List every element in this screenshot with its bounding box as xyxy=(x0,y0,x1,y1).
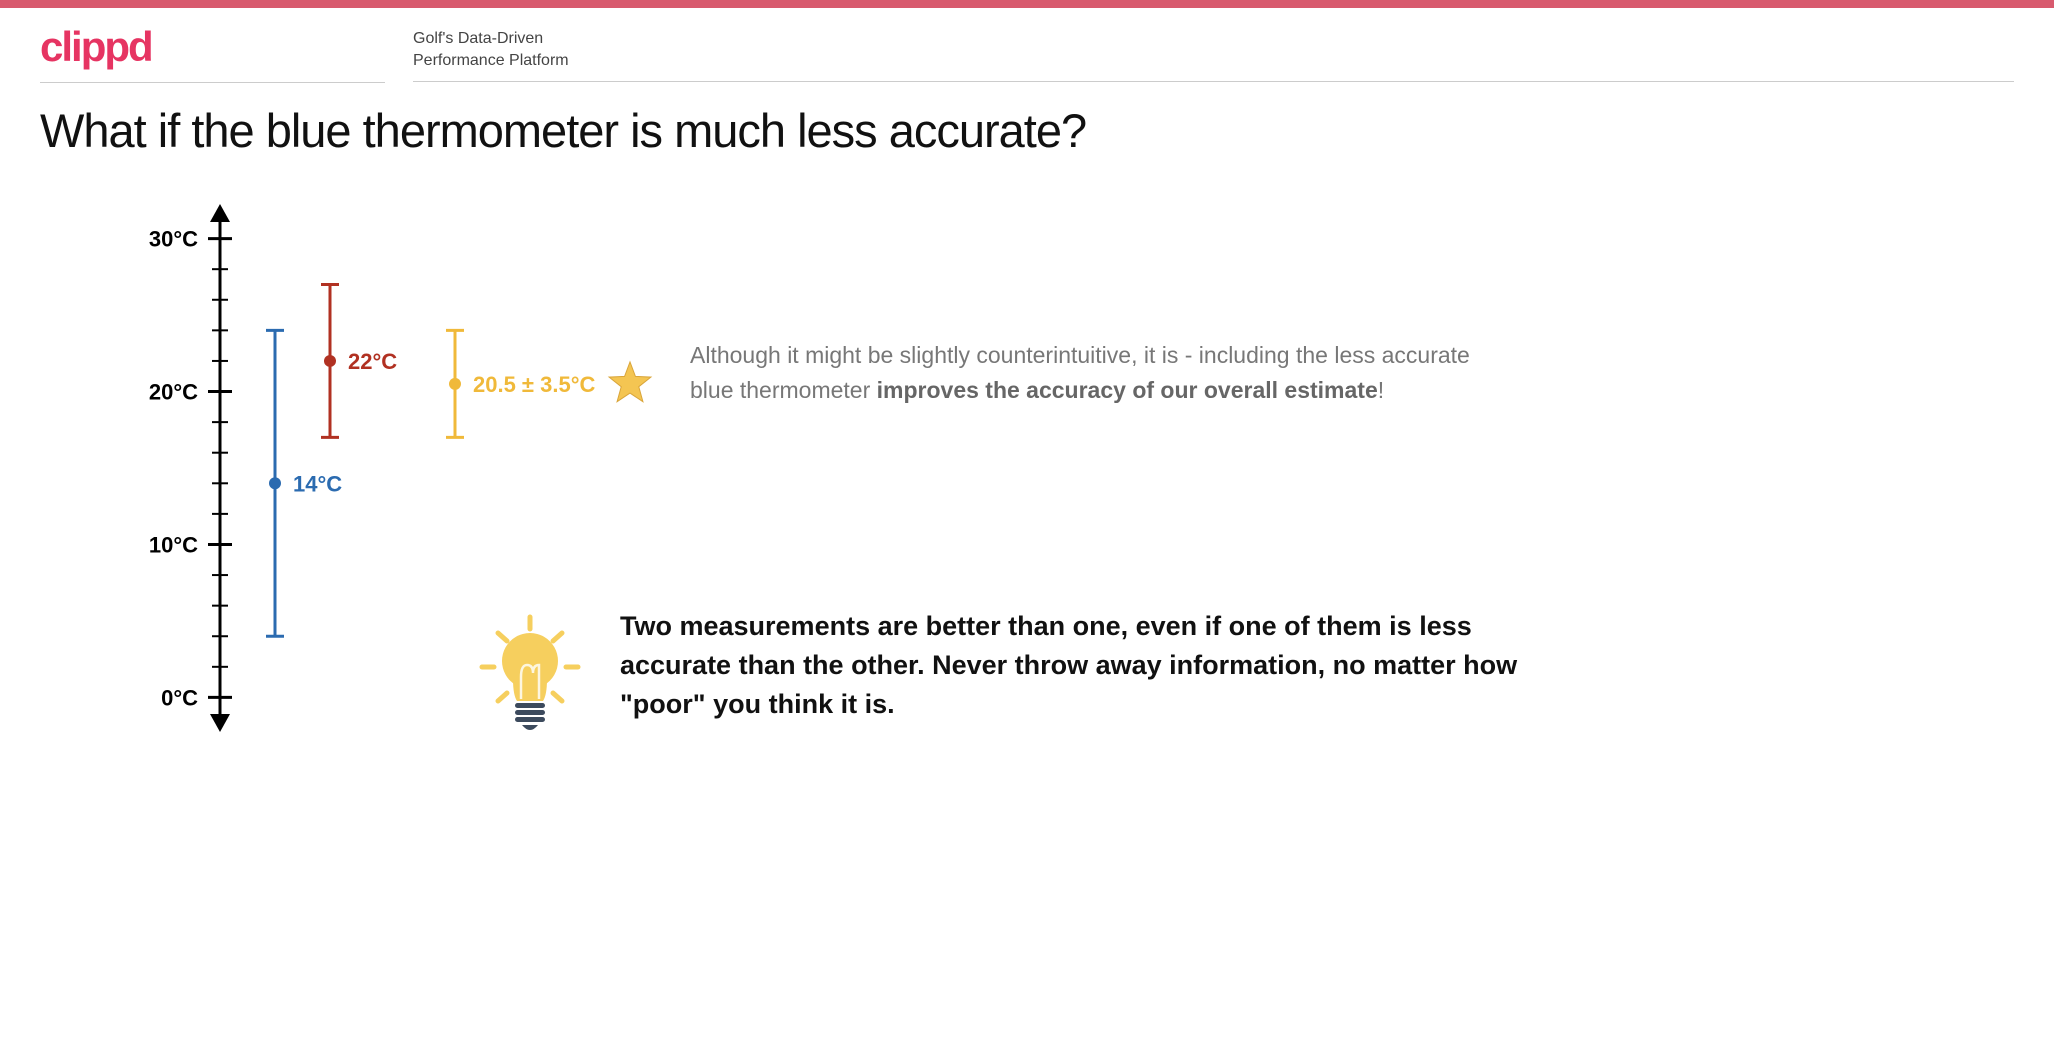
tagline-container: Golf's Data-Driven Performance Platform xyxy=(413,26,2014,82)
svg-text:30°C: 30°C xyxy=(149,227,198,252)
text-column: Although it might be slightly counterint… xyxy=(690,198,2014,758)
explanation-text: Although it might be slightly counterint… xyxy=(690,338,1470,407)
content: 0°C 10°C 20°C 30°C 14°C 22°C 20.5 ± 3.5°C Alth… xyxy=(0,168,2054,778)
tagline-line1: Golf's Data-Driven xyxy=(413,30,543,47)
brand-logo: clippd xyxy=(40,26,385,68)
svg-text:10°C: 10°C xyxy=(149,532,198,557)
svg-text:22°C: 22°C xyxy=(348,349,397,374)
explain-post: ! xyxy=(1378,377,1384,403)
takeaway-text: Two measurements are better than one, ev… xyxy=(620,607,1520,724)
svg-text:20.5 ± 3.5°C: 20.5 ± 3.5°C xyxy=(473,372,595,397)
tagline-line2: Performance Platform xyxy=(413,52,569,69)
header: clippd Golf's Data-Driven Performance Pl… xyxy=(0,8,2054,83)
svg-text:0°C: 0°C xyxy=(161,685,198,710)
explain-bold: improves the accuracy of our overall est… xyxy=(877,377,1378,403)
page-title: What if the blue thermometer is much les… xyxy=(0,83,2054,168)
tagline: Golf's Data-Driven Performance Platform xyxy=(413,28,2014,71)
svg-text:14°C: 14°C xyxy=(293,471,342,496)
svg-text:20°C: 20°C xyxy=(149,380,198,405)
top-accent-bar xyxy=(0,0,2054,8)
logo-container: clippd xyxy=(40,26,385,83)
lightbulb-icon xyxy=(470,607,590,737)
takeaway-row: Two measurements are better than one, ev… xyxy=(470,607,2014,737)
